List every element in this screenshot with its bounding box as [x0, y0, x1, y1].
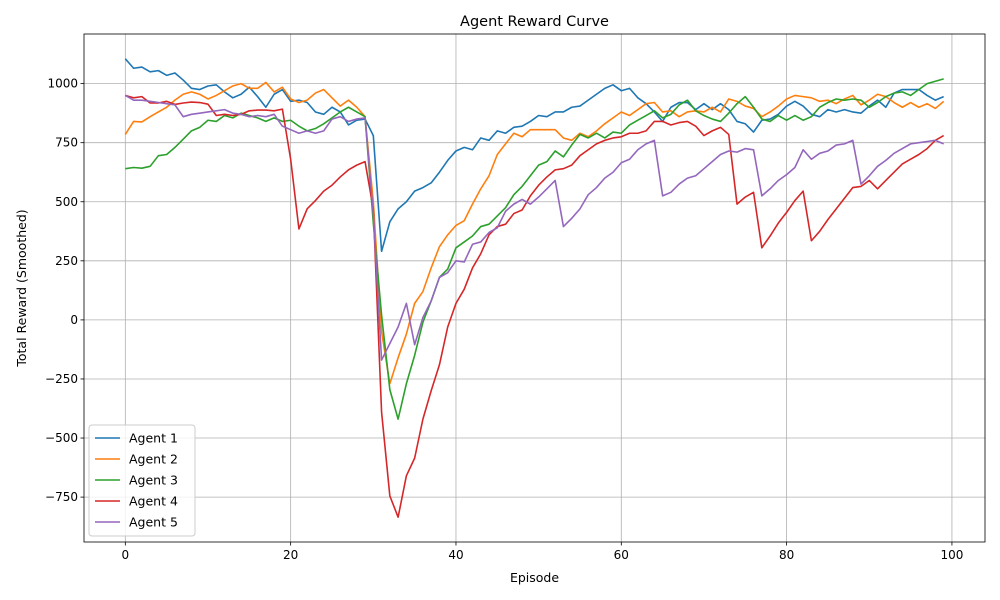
grid-lines	[84, 34, 985, 542]
y-tick-label: −250	[45, 372, 78, 386]
y-tick-label: 750	[55, 136, 78, 150]
x-tick-label: 100	[940, 548, 963, 562]
series-line-agent-1	[124, 58, 944, 253]
plot-frame	[83, 33, 986, 543]
legend-label-agent-2: Agent 2	[129, 452, 178, 467]
x-axis-label: Episode	[510, 570, 559, 585]
legend-label-agent-4: Agent 4	[129, 494, 178, 509]
x-tick-label: 60	[614, 548, 629, 562]
legend-label-agent-3: Agent 3	[129, 473, 178, 488]
legend-box	[88, 424, 196, 537]
x-tick-label: 0	[122, 548, 130, 562]
y-axis-label: Total Reward (Smoothed)	[14, 209, 29, 367]
series-lines	[124, 58, 945, 518]
legend: Agent 1 Agent 2 Agent 3 Agent 4 Agent 5	[88, 424, 196, 537]
y-tick-label: 250	[55, 254, 78, 268]
x-tick-label: 80	[779, 548, 794, 562]
series-line-agent-5	[124, 94, 944, 361]
series-line-agent-2	[124, 81, 945, 385]
y-tick-label: −750	[45, 490, 78, 504]
y-tick-label: 0	[70, 313, 78, 327]
y-tick-label: 500	[55, 195, 78, 209]
x-tick-label: 20	[283, 548, 298, 562]
legend-label-agent-1: Agent 1	[129, 431, 178, 446]
legend-label-agent-5: Agent 5	[129, 515, 178, 530]
y-tick-label: 1000	[47, 77, 78, 91]
series-line-agent-3	[125, 78, 944, 420]
axis-ticks: 0 20 40 60 80 100 −750 −500 −250 0 250 500 750 1000	[45, 77, 963, 562]
x-tick-label: 40	[448, 548, 463, 562]
series-line-agent-4	[125, 94, 945, 518]
y-tick-label: −500	[45, 431, 78, 445]
chart-title: Agent Reward Curve	[460, 14, 609, 30]
